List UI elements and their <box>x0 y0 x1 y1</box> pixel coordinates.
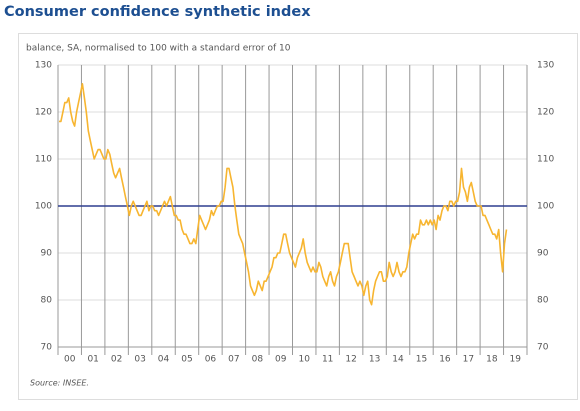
x-tick-label: 05 <box>181 355 192 365</box>
x-tick-label: 14 <box>392 355 404 365</box>
x-tick-label: 13 <box>369 355 380 365</box>
y2-tick-label: 90 <box>537 249 549 259</box>
subtitle: balance, SA, normalised to 100 with a st… <box>26 44 291 54</box>
y2-tick-label: 70 <box>537 343 549 353</box>
y-tick-label: 70 <box>41 343 53 353</box>
x-tick-label: 02 <box>111 355 122 365</box>
x-tick-label: 12 <box>345 355 356 365</box>
x-tick-label: 06 <box>205 355 217 365</box>
chart-frame <box>18 33 578 400</box>
y-tick-label: 120 <box>35 108 52 118</box>
y-tick-label: 110 <box>35 155 52 165</box>
x-tick-label: 16 <box>439 355 451 365</box>
y2-tick-label: 130 <box>537 61 554 71</box>
y-tick-label: 100 <box>35 202 52 212</box>
x-tick-label: 00 <box>64 355 76 365</box>
y2-tick-label: 110 <box>537 155 554 165</box>
y2-tick-label: 80 <box>537 296 549 306</box>
x-tick-label: 03 <box>134 355 145 365</box>
chart-title: Consumer confidence synthetic index <box>4 4 311 20</box>
series-line <box>59 83 508 306</box>
y2-tick-label: 100 <box>537 202 554 212</box>
y-tick-label: 80 <box>41 296 53 306</box>
source: Source: INSEE. <box>30 379 89 388</box>
x-tick-label: 15 <box>416 355 427 365</box>
x-tick-label: 17 <box>463 355 474 365</box>
x-tick-label: 18 <box>486 355 498 365</box>
x-tick-label: 08 <box>252 355 264 365</box>
x-tick-label: 09 <box>275 355 287 365</box>
y-tick-label: 130 <box>35 61 52 71</box>
x-tick-label: 10 <box>298 355 310 365</box>
x-tick-label: 01 <box>87 355 98 365</box>
x-tick-label: 04 <box>158 355 170 365</box>
y-tick-label: 90 <box>41 249 53 259</box>
x-tick-label: 19 <box>510 355 522 365</box>
x-tick-label: 11 <box>322 355 333 365</box>
y2-tick-label: 120 <box>537 108 554 118</box>
x-tick-label: 07 <box>228 355 239 365</box>
